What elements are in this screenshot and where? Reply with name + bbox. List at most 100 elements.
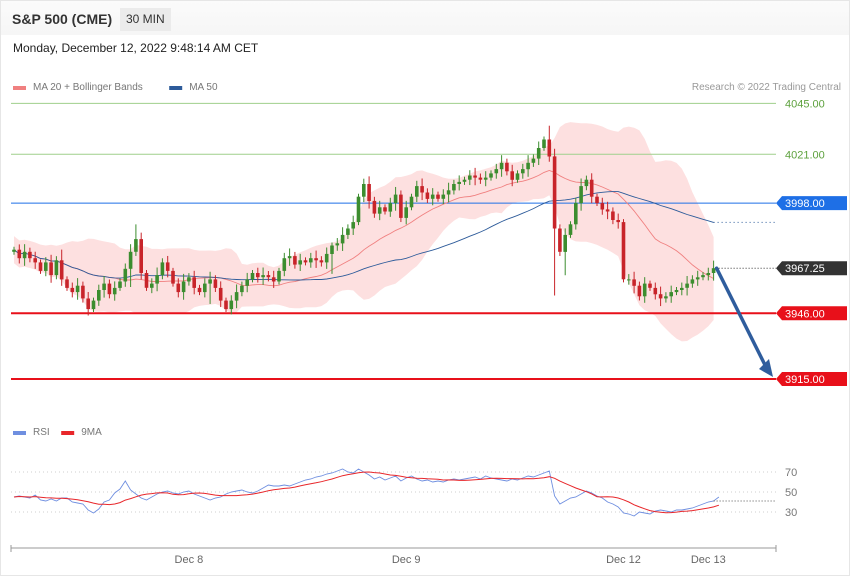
timeframe-badge[interactable]: 30 MIN	[120, 8, 171, 31]
candle	[627, 274, 631, 285]
candle-body	[346, 228, 350, 235]
candle-body	[409, 196, 414, 208]
candle-body	[330, 245, 334, 254]
candle	[59, 249, 64, 286]
candle	[118, 278, 122, 291]
candle-body	[372, 200, 377, 214]
candle	[303, 257, 308, 266]
candle-body	[589, 179, 594, 197]
level-label: 4045.00	[785, 98, 825, 110]
main-legend: MA 20 + Bollinger Bands MA 50	[13, 82, 218, 93]
candle-body	[208, 279, 212, 284]
candle-body	[425, 192, 430, 199]
candle-body	[65, 279, 69, 288]
candle	[685, 275, 689, 296]
candle	[70, 282, 75, 298]
candle	[12, 246, 16, 255]
candle-body	[600, 203, 605, 210]
candle	[595, 193, 599, 207]
x-tick-label: Dec 13	[691, 554, 726, 566]
candle-body	[430, 194, 435, 199]
candle-body	[441, 194, 446, 199]
candle-body	[420, 186, 424, 193]
candle	[664, 292, 668, 303]
candle	[547, 125, 552, 162]
candle-body	[711, 268, 716, 273]
candle-body	[489, 173, 493, 178]
candle-body	[12, 249, 16, 252]
candle	[446, 182, 451, 203]
legend-swatch	[61, 431, 75, 435]
candle	[171, 267, 175, 287]
candle	[574, 197, 578, 230]
candle-body	[340, 234, 345, 244]
candle	[240, 281, 244, 297]
candle	[441, 189, 446, 205]
candle	[393, 186, 398, 211]
candle	[648, 280, 652, 291]
legend-swatch	[13, 86, 26, 90]
candle	[213, 275, 218, 292]
candle	[128, 244, 133, 288]
candle	[436, 191, 440, 202]
candle	[526, 155, 530, 177]
candle-body	[213, 279, 218, 288]
candle-body	[356, 196, 361, 223]
candle-body	[415, 186, 419, 197]
candle	[462, 176, 467, 185]
candle	[197, 284, 202, 296]
candle	[139, 232, 143, 280]
candle-body	[669, 292, 673, 297]
candle	[483, 171, 488, 187]
candle-body	[536, 148, 541, 159]
header-bar: S&P 500 (CME) 30 MIN	[1, 1, 849, 35]
candle	[319, 256, 324, 267]
candle-body	[399, 194, 403, 218]
candle-body	[197, 287, 202, 293]
rsi-legend: RSI 9MA	[13, 427, 102, 438]
candle-body	[97, 290, 101, 301]
candle-body	[245, 279, 249, 286]
candle-body	[38, 262, 43, 271]
candle	[367, 176, 371, 209]
candle-body	[203, 283, 207, 293]
candle	[81, 281, 85, 303]
candle-body	[595, 196, 599, 204]
rsi-tick-label: 30	[785, 507, 797, 519]
bollinger-band-area	[14, 122, 714, 342]
candle-body	[616, 220, 620, 223]
candle	[17, 244, 22, 264]
candle-body	[250, 273, 255, 280]
legend-label: 9MA	[81, 427, 102, 438]
rsi-panel: 70 50 30	[11, 467, 797, 519]
candle-body	[176, 283, 181, 293]
candle-body	[664, 296, 668, 299]
level-tag	[776, 196, 847, 211]
candle	[706, 267, 711, 281]
candle-body	[17, 249, 22, 259]
candle-body	[22, 251, 27, 259]
candle	[674, 287, 679, 296]
candle	[155, 267, 159, 292]
candle	[314, 250, 318, 268]
candle	[616, 213, 620, 229]
candle-body	[632, 279, 636, 286]
candle	[632, 271, 636, 294]
candle	[54, 256, 59, 280]
candle	[701, 272, 705, 281]
candle-body	[75, 285, 80, 293]
candle-body	[510, 171, 514, 180]
candle	[261, 267, 265, 285]
x-tick-label: Dec 8	[175, 554, 204, 566]
candle-body	[171, 270, 175, 284]
candle	[75, 278, 80, 300]
candle-body	[134, 239, 138, 252]
candle-body	[160, 262, 165, 276]
candle	[372, 196, 377, 218]
candle	[22, 244, 27, 266]
level-tag	[776, 306, 847, 321]
candle	[430, 188, 435, 206]
candle-body	[181, 281, 186, 293]
candle	[107, 279, 112, 299]
candle-body	[462, 179, 467, 182]
